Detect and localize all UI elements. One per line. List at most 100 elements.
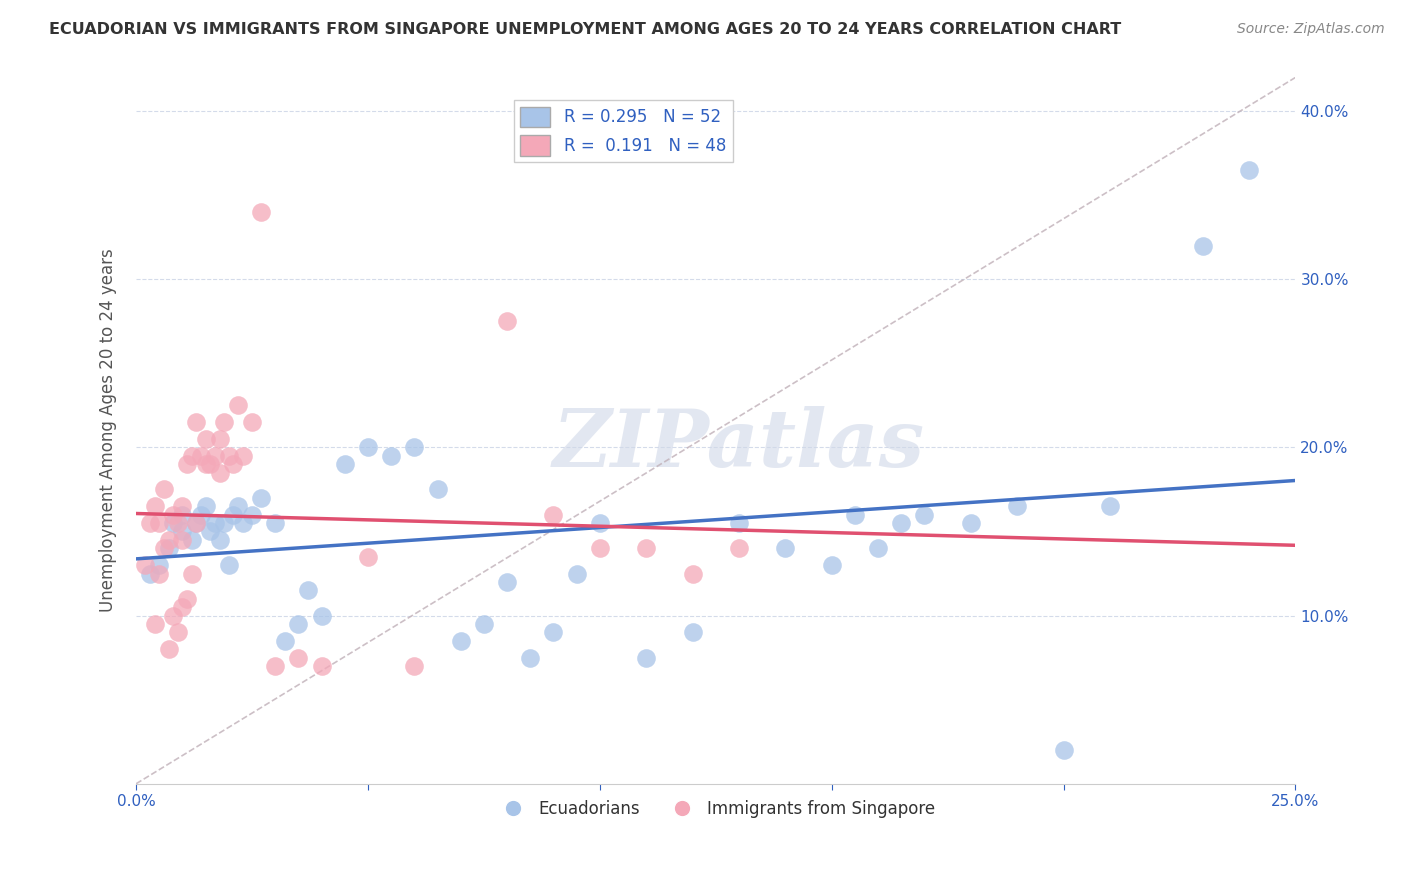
Point (311, 659, 333, 673)
Point (208, 533, 231, 547)
Point (250, 491, 273, 505)
Point (180, 533, 202, 547)
Point (496, 574, 519, 589)
Point (240, 508, 263, 522)
Point (172, 500, 194, 514)
Point (148, 566, 170, 581)
Point (589, 541, 612, 556)
Point (450, 633, 472, 648)
Point (273, 633, 295, 648)
Point (311, 608, 333, 623)
Point (844, 508, 866, 522)
Point (172, 533, 194, 547)
Point (240, 415, 263, 429)
Point (264, 516, 287, 530)
Point (287, 617, 309, 632)
Point (222, 457, 245, 471)
Point (172, 508, 194, 522)
Point (1191, 238, 1213, 252)
Point (1005, 500, 1028, 514)
Point (682, 566, 704, 581)
Point (148, 516, 170, 530)
Point (333, 457, 356, 471)
Point (208, 466, 231, 480)
Point (200, 457, 222, 471)
Point (200, 524, 222, 539)
Legend: Ecuadorians, Immigrants from Singapore: Ecuadorians, Immigrants from Singapore (491, 794, 942, 825)
Point (134, 558, 156, 573)
Point (565, 566, 588, 581)
Point (890, 516, 912, 530)
Point (180, 449, 202, 463)
Point (208, 432, 231, 446)
Point (204, 449, 226, 463)
Point (157, 533, 180, 547)
Point (1237, 163, 1260, 178)
Point (775, 541, 797, 556)
Text: ZIPatlas: ZIPatlas (553, 406, 925, 483)
Point (153, 541, 176, 556)
Point (186, 516, 208, 530)
Point (176, 457, 198, 471)
Point (139, 566, 162, 581)
Point (194, 500, 217, 514)
Point (1098, 500, 1121, 514)
Point (212, 415, 235, 429)
Point (232, 516, 254, 530)
Point (186, 516, 208, 530)
Point (404, 659, 426, 673)
Point (636, 541, 658, 556)
Point (543, 625, 565, 640)
Point (287, 650, 309, 665)
Point (162, 516, 184, 530)
Point (166, 625, 188, 640)
Point (250, 205, 273, 219)
Point (162, 508, 184, 522)
Point (232, 449, 254, 463)
Point (148, 558, 170, 573)
Point (180, 566, 202, 581)
Point (166, 516, 188, 530)
Point (357, 549, 380, 564)
Point (139, 516, 162, 530)
Point (357, 441, 380, 455)
Point (186, 415, 208, 429)
Point (472, 617, 495, 632)
Text: ECUADORIAN VS IMMIGRANTS FROM SINGAPORE UNEMPLOYMENT AMONG AGES 20 TO 24 YEARS C: ECUADORIAN VS IMMIGRANTS FROM SINGAPORE … (49, 22, 1122, 37)
Y-axis label: Unemployment Among Ages 20 to 24 years: Unemployment Among Ages 20 to 24 years (100, 249, 117, 613)
Point (194, 457, 217, 471)
Point (959, 516, 981, 530)
Point (728, 541, 751, 556)
Point (143, 617, 166, 632)
Point (264, 659, 287, 673)
Point (297, 583, 319, 598)
Point (404, 441, 426, 455)
Point (226, 398, 249, 412)
Point (172, 600, 194, 615)
Point (212, 516, 235, 530)
Point (218, 558, 240, 573)
Point (682, 625, 704, 640)
Point (162, 608, 184, 623)
Point (914, 508, 936, 522)
Point (728, 516, 751, 530)
Point (190, 508, 212, 522)
Point (153, 483, 176, 497)
Point (868, 541, 890, 556)
Point (821, 558, 844, 573)
Point (636, 650, 658, 665)
Point (204, 516, 226, 530)
Point (194, 432, 217, 446)
Point (190, 449, 212, 463)
Point (589, 516, 612, 530)
Point (143, 500, 166, 514)
Point (380, 449, 402, 463)
Point (543, 508, 565, 522)
Point (496, 314, 519, 328)
Point (222, 508, 245, 522)
Point (157, 642, 180, 657)
Point (226, 500, 249, 514)
Point (172, 524, 194, 539)
Point (426, 483, 449, 497)
Point (519, 650, 541, 665)
